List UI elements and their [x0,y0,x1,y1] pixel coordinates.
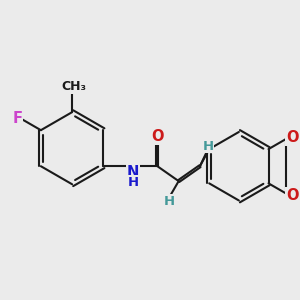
Text: H: H [128,176,139,189]
Text: H: H [164,195,175,208]
Text: H: H [203,140,214,152]
Text: N: N [127,165,140,180]
Text: CH₃: CH₃ [61,80,86,93]
Text: O: O [286,188,298,202]
Text: F: F [13,111,23,126]
Text: O: O [151,129,164,144]
Text: O: O [286,130,298,145]
